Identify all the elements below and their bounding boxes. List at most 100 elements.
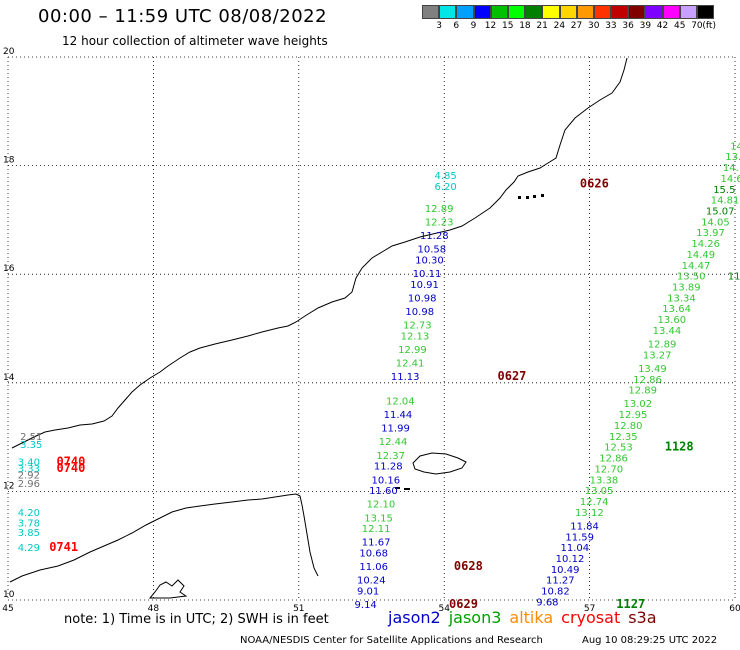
wave-height-value: 4.85 bbox=[435, 171, 457, 182]
wave-height-value: 12.89 bbox=[628, 386, 657, 397]
wave-height-value: 13.12 bbox=[575, 508, 604, 519]
wave-height-value: 11.59 bbox=[565, 532, 594, 543]
longitude-tick-label: 57 bbox=[584, 604, 595, 614]
wave-height-value: 13.38 bbox=[590, 475, 619, 486]
satellite-legend-s3a: s3a bbox=[628, 608, 657, 627]
wave-height-value: 11.27 bbox=[546, 576, 575, 587]
scale-label: 12 bbox=[484, 21, 497, 31]
pass-time-label: 0740 bbox=[56, 461, 85, 475]
wave-height-value: 11.04 bbox=[561, 543, 590, 554]
wave-height-value: 10.98 bbox=[408, 293, 437, 304]
wave-height-value: 15.5 bbox=[713, 185, 735, 196]
wave-height-value: 12.86 bbox=[633, 375, 662, 386]
islet bbox=[404, 488, 410, 490]
wave-height-value: 13.34 bbox=[667, 293, 696, 304]
wave-height-value: 14.26 bbox=[691, 239, 720, 250]
scale-swatch bbox=[593, 5, 612, 19]
wave-height-value: 13. bbox=[725, 152, 740, 163]
wave-height-value: 12.86 bbox=[599, 454, 628, 465]
wave-height-value: 14.47 bbox=[682, 261, 711, 272]
map-subtitle: 12 hour collection of altimeter wave hei… bbox=[62, 34, 328, 48]
scale-swatch bbox=[507, 5, 526, 19]
wave-height-value: 11.28 bbox=[374, 462, 403, 473]
wave-height-value: 11.99 bbox=[381, 424, 410, 435]
satellite-legend-jason3: jason3 bbox=[448, 608, 502, 627]
wave-height-value: 12.23 bbox=[425, 217, 454, 228]
wave-height-value: 13.64 bbox=[662, 304, 691, 315]
wave-height-value: 11 bbox=[728, 272, 740, 283]
wave-height-value: 11.84 bbox=[570, 521, 599, 532]
scale-swatch bbox=[525, 5, 543, 19]
wave-height-value: 12.89 bbox=[425, 204, 454, 215]
wave-height-value: 12.10 bbox=[367, 500, 396, 511]
wave-height-value: 10.11 bbox=[413, 269, 442, 280]
longitude-tick-label: 54 bbox=[438, 604, 450, 614]
color-scale-labels: 3 6 9 12 15 18 21 24 27 30 33 36 39 42 45 70 (ft) bbox=[422, 21, 740, 33]
wave-height-value: 14 bbox=[730, 141, 740, 152]
wave-height-value: 10.58 bbox=[418, 244, 447, 255]
wave-height-value: 12.80 bbox=[614, 421, 643, 432]
scale-label: 6 bbox=[453, 21, 460, 31]
wave-height-value: 11.67 bbox=[362, 538, 391, 549]
scale-label: 45 bbox=[674, 21, 686, 31]
wave-height-value: 10.91 bbox=[410, 280, 439, 291]
longitude-tick-label: 45 bbox=[2, 604, 13, 614]
scale-swatch bbox=[576, 5, 594, 19]
scale-swatch bbox=[628, 5, 646, 19]
wave-height-value: 12.53 bbox=[604, 443, 633, 454]
latitude-tick-label: 18 bbox=[3, 156, 15, 166]
coastline bbox=[9, 57, 628, 599]
scale-label: 70 bbox=[691, 21, 703, 31]
wave-height-value: 10.68 bbox=[359, 549, 388, 560]
wave-height-value: 12.74 bbox=[580, 497, 609, 508]
wave-height-value: 10.30 bbox=[415, 255, 444, 266]
islet bbox=[526, 196, 529, 199]
scale-label: 21 bbox=[536, 21, 548, 31]
wave-height-value: 12.89 bbox=[648, 340, 677, 351]
scale-label: 3 bbox=[436, 21, 442, 31]
longitude-tick-label: 51 bbox=[293, 604, 304, 614]
wave-height-value: 13.97 bbox=[696, 228, 725, 239]
scale-swatch bbox=[645, 5, 663, 19]
wave-height-value: 13.02 bbox=[624, 399, 653, 410]
satellite-legend-jason2: jason2 bbox=[388, 608, 441, 627]
wave-height-value: 13.27 bbox=[643, 350, 672, 361]
wave-height-value: 9.68 bbox=[536, 597, 558, 608]
pass-time-label: 0629 bbox=[449, 597, 478, 611]
wave-height-value: 12.37 bbox=[376, 451, 405, 462]
islet bbox=[395, 487, 400, 489]
wave-height-value: 3.35 bbox=[20, 440, 42, 451]
scale-swatch bbox=[490, 5, 508, 19]
timestamp-text: Aug 10 08:29:25 UTC 2022 bbox=[582, 635, 718, 646]
graticule-grid bbox=[7, 56, 736, 601]
scale-label: 15 bbox=[502, 21, 514, 31]
wave-height-value: 3.40 bbox=[18, 457, 40, 468]
scale-swatch bbox=[456, 5, 474, 19]
wave-height-value: 13.05 bbox=[585, 486, 614, 497]
wave-height-value: 14. bbox=[723, 163, 739, 174]
wave-height-value: 14.05 bbox=[701, 217, 730, 228]
footer-note: note: 1) Time is in UTC; 2) SWH is in fe… bbox=[64, 612, 329, 627]
wave-height-value: 13.49 bbox=[638, 364, 667, 375]
scale-swatch bbox=[662, 5, 680, 19]
wave-height-value: 11.60 bbox=[369, 486, 398, 497]
scale-label: 39 bbox=[639, 21, 652, 31]
islet bbox=[518, 196, 521, 199]
wave-height-value: 4.20 bbox=[18, 508, 40, 519]
pass-time-label: 0741 bbox=[49, 540, 78, 554]
wave-height-value: 13.44 bbox=[653, 326, 682, 337]
wave-height-value: 2.96 bbox=[18, 479, 40, 490]
wave-height-value: 14.49 bbox=[687, 250, 716, 261]
wave-height-value: 10.12 bbox=[556, 554, 585, 565]
wave-height-value: 12.73 bbox=[403, 321, 432, 332]
wave-height-value: 14.6 bbox=[720, 174, 740, 185]
wave-height-value: 10.82 bbox=[541, 587, 570, 598]
wave-height-value: 12.41 bbox=[396, 359, 425, 370]
wave-height-value: 12.04 bbox=[386, 397, 415, 408]
wave-height-value: 2.51 bbox=[20, 432, 42, 443]
wave-height-values: 4.856.2012.8912.2311.2810.5810.3010.1110… bbox=[18, 141, 740, 611]
latitude-tick-label: 20 bbox=[3, 47, 15, 57]
scale-label: 27 bbox=[570, 21, 583, 31]
scale-label: 9 bbox=[470, 21, 477, 31]
scale-label: (ft) bbox=[702, 21, 716, 31]
